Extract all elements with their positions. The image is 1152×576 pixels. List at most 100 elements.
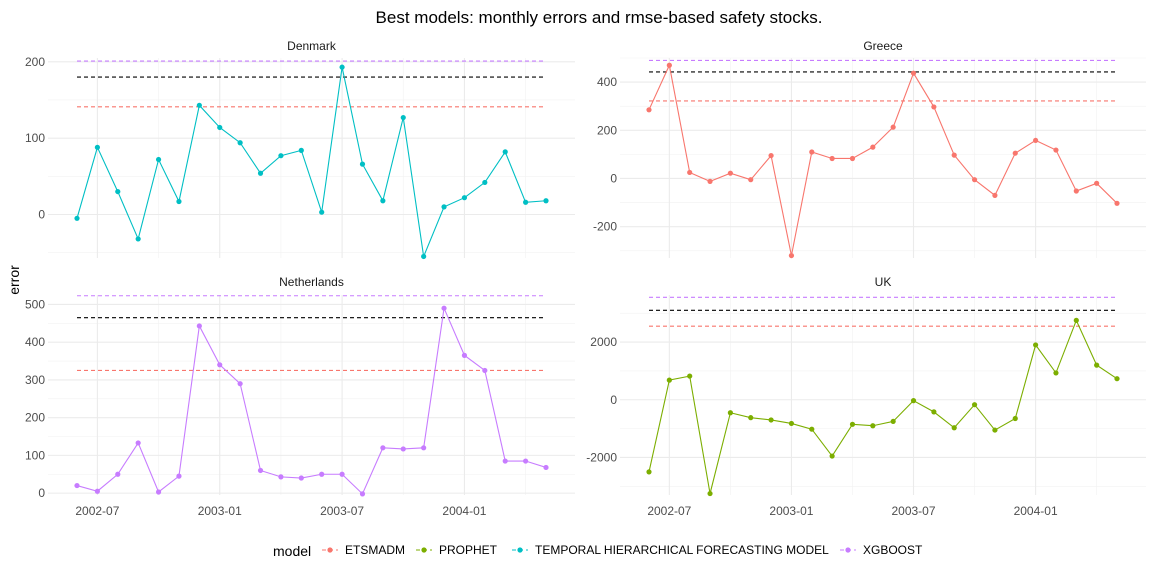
data-point bbox=[74, 482, 80, 489]
data-point bbox=[727, 170, 733, 176]
data-point bbox=[870, 144, 876, 150]
data-point bbox=[421, 253, 427, 260]
y-axis-label: error bbox=[6, 265, 22, 295]
data-point bbox=[278, 474, 284, 480]
legend-label: XGBOOST bbox=[863, 543, 923, 557]
data-point bbox=[971, 402, 978, 408]
data-point bbox=[788, 420, 795, 427]
legend-label: PROPHET bbox=[439, 543, 498, 557]
data-point bbox=[278, 153, 284, 159]
data-point bbox=[257, 467, 264, 474]
y-tick-label: 300 bbox=[25, 373, 45, 387]
legend-label: TEMPORAL HIERARCHICAL FORECASTING MODEL bbox=[535, 543, 829, 557]
legend-key-point bbox=[327, 547, 333, 553]
panel-denmark: 0 100 200 Denmark bbox=[25, 39, 575, 260]
y-tick-label: -2000 bbox=[586, 450, 617, 464]
y-tick-label: 0 bbox=[610, 393, 617, 407]
data-point bbox=[890, 418, 896, 425]
data-point bbox=[94, 144, 100, 150]
y-tick-label: 0 bbox=[38, 207, 45, 221]
data-point bbox=[829, 453, 835, 459]
data-point bbox=[829, 155, 835, 162]
x-tick-label: 2003-07 bbox=[891, 504, 935, 518]
data-point bbox=[1053, 147, 1059, 153]
data-point bbox=[931, 409, 937, 415]
x-tick-label: 2003-01 bbox=[198, 504, 242, 518]
y-tick-label: 200 bbox=[597, 123, 617, 137]
data-point bbox=[400, 446, 406, 452]
data-point bbox=[380, 445, 386, 451]
data-point bbox=[461, 352, 468, 358]
data-point bbox=[1033, 137, 1039, 144]
data-point bbox=[687, 373, 693, 379]
data-point bbox=[849, 421, 856, 427]
y-tick-label: 500 bbox=[25, 297, 45, 311]
data-point bbox=[523, 458, 529, 464]
data-point bbox=[461, 195, 468, 201]
panel-uk: 2002-07 2003-01 2003-07 2004-01 -2000 0 2000 UK bbox=[586, 275, 1146, 518]
series-line bbox=[648, 318, 1118, 494]
y-tick-label: 400 bbox=[25, 335, 45, 349]
data-point bbox=[155, 156, 162, 163]
data-point bbox=[196, 323, 202, 329]
data-point bbox=[809, 426, 815, 432]
data-point bbox=[339, 471, 345, 477]
data-point bbox=[1033, 342, 1039, 348]
data-point bbox=[931, 104, 937, 110]
legend: model ETSMADM PROPHET TEMPORAL HIERARCHICA… bbox=[273, 543, 923, 559]
data-point bbox=[788, 252, 795, 259]
data-point bbox=[910, 70, 917, 76]
legend-entry: ETSMADM bbox=[322, 543, 405, 557]
y-tick-label: 100 bbox=[25, 131, 45, 145]
data-point bbox=[176, 473, 182, 479]
data-point bbox=[380, 198, 386, 204]
y-tick-label: -200 bbox=[593, 220, 617, 234]
data-point bbox=[502, 149, 508, 155]
data-point bbox=[115, 188, 121, 195]
chart-title: Best models: monthly errors and rmse-bas… bbox=[376, 8, 823, 27]
data-point bbox=[115, 471, 121, 477]
data-point bbox=[359, 491, 366, 497]
data-point bbox=[1114, 376, 1120, 382]
data-point bbox=[298, 475, 304, 481]
panel-strip-label: Denmark bbox=[287, 39, 337, 53]
panel-strip-label: Greece bbox=[863, 39, 903, 53]
data-point bbox=[666, 377, 672, 383]
legend-key-point bbox=[845, 547, 851, 553]
data-point bbox=[217, 362, 223, 368]
data-point bbox=[910, 398, 917, 404]
data-point bbox=[809, 149, 815, 155]
data-point bbox=[359, 161, 366, 167]
y-tick-label: 200 bbox=[25, 411, 45, 425]
data-point bbox=[441, 305, 447, 311]
data-point bbox=[155, 489, 162, 495]
y-tick-label: 0 bbox=[610, 171, 617, 185]
x-tick-label: 2002-07 bbox=[647, 504, 691, 518]
data-point bbox=[1094, 362, 1100, 368]
data-point bbox=[1053, 370, 1059, 376]
data-point bbox=[870, 423, 876, 429]
x-tick-label: 2004-01 bbox=[1014, 504, 1058, 518]
data-point bbox=[217, 124, 223, 131]
y-tick-label: 400 bbox=[597, 75, 617, 89]
data-point bbox=[646, 469, 652, 475]
data-point bbox=[400, 114, 406, 121]
legend-entry: XGBOOST bbox=[840, 543, 923, 557]
legend-label: ETSMADM bbox=[345, 543, 405, 557]
series-line bbox=[76, 306, 547, 495]
data-point bbox=[1073, 188, 1079, 194]
data-point bbox=[237, 381, 243, 387]
panel-strip-label: UK bbox=[875, 275, 892, 289]
y-tick-label: 200 bbox=[25, 55, 45, 69]
data-point bbox=[748, 415, 754, 421]
data-point bbox=[74, 215, 80, 221]
legend-title: model bbox=[273, 543, 311, 559]
data-point bbox=[768, 417, 774, 423]
legend-entry: PROPHET bbox=[416, 543, 498, 557]
data-point bbox=[1073, 317, 1079, 323]
data-point bbox=[441, 204, 447, 210]
data-point bbox=[727, 410, 733, 416]
data-point bbox=[502, 458, 508, 464]
